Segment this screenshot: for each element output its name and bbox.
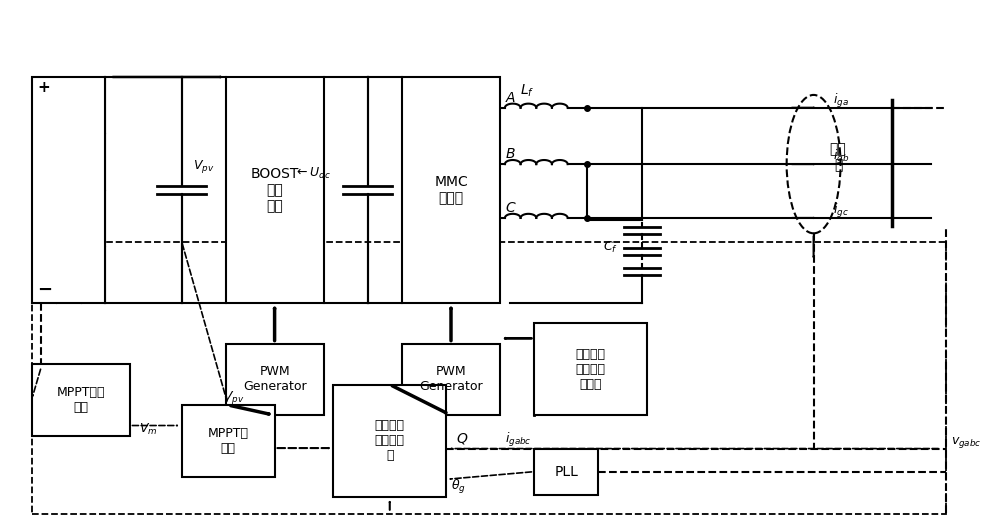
Bar (32, 364, 130, 436)
Text: $V_{pv}$: $V_{pv}$ (223, 389, 245, 406)
Bar (226, 344, 324, 415)
Bar (402, 77, 500, 302)
Text: MMC
逆变器: MMC 逆变器 (434, 175, 468, 205)
Text: $i_{gb}$: $i_{gb}$ (833, 148, 849, 166)
Bar (32, 242, 946, 514)
Bar (182, 405, 275, 477)
Bar (534, 449, 598, 495)
Text: MPPT控
制器: MPPT控 制器 (208, 427, 249, 455)
Text: +: + (37, 81, 50, 95)
Text: 子模块电
容电压控
制模块: 子模块电 容电压控 制模块 (576, 348, 606, 391)
Text: $L_f$: $L_f$ (520, 83, 534, 99)
Bar (534, 323, 647, 415)
Text: 低电压穿
越控制模
块: 低电压穿 越控制模 块 (375, 419, 405, 462)
Text: $i_{ga}$: $i_{ga}$ (833, 92, 849, 110)
Text: $Q$: $Q$ (456, 431, 468, 446)
Bar (32, 77, 105, 302)
Text: $\theta_g$: $\theta_g$ (451, 477, 466, 496)
Text: $V_m$: $V_m$ (139, 422, 158, 437)
Text: 并网
点: 并网 点 (830, 142, 846, 172)
Text: $v_{gabc}$: $v_{gabc}$ (951, 435, 981, 450)
Text: $C$: $C$ (505, 201, 517, 215)
Text: $\leftarrow U_{dc}$: $\leftarrow U_{dc}$ (294, 166, 331, 181)
Text: PLL: PLL (554, 464, 578, 479)
Text: $C_f$: $C_f$ (603, 240, 618, 255)
Bar (333, 384, 446, 497)
Text: $B$: $B$ (505, 147, 516, 161)
Text: $i_{gabc}$: $i_{gabc}$ (505, 430, 532, 449)
Text: −: − (37, 281, 53, 299)
Text: BOOST
斩波
电路: BOOST 斩波 电路 (250, 166, 299, 213)
Text: PWM
Generator: PWM Generator (243, 366, 306, 393)
Text: PWM
Generator: PWM Generator (419, 366, 483, 393)
Text: $V_{pv}$: $V_{pv}$ (193, 158, 215, 175)
Bar (402, 344, 500, 415)
Text: $A$: $A$ (505, 90, 516, 105)
Text: MPPT跟踪
模块: MPPT跟踪 模块 (56, 386, 105, 414)
Bar (226, 77, 324, 302)
Text: $i_{gc}$: $i_{gc}$ (833, 202, 849, 220)
